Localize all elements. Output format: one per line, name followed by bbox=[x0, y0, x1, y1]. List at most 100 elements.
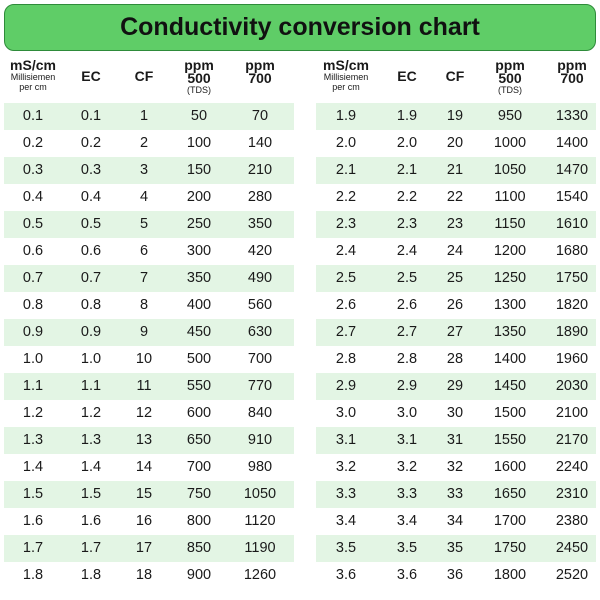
cell-cf: 4 bbox=[139, 189, 149, 205]
cell-ms: 3.0 bbox=[335, 405, 357, 421]
cell-cf: 8 bbox=[139, 297, 149, 313]
table-row: 3.6 3.6 36 1800 2520 bbox=[316, 562, 596, 589]
cell-ppm500: 1600 bbox=[493, 459, 527, 475]
cell-cf: 35 bbox=[446, 540, 464, 556]
cell-ppm700: 1890 bbox=[555, 324, 589, 340]
cell-ppm700: 2100 bbox=[555, 405, 589, 421]
table-row: 3.4 3.4 34 1700 2380 bbox=[316, 508, 596, 535]
cell-ppm700: 1330 bbox=[555, 108, 589, 124]
cell-ec: 1.5 bbox=[80, 486, 102, 502]
table-row: 0.3 0.3 3 150 210 bbox=[4, 157, 294, 184]
cell-ppm700: 1120 bbox=[244, 513, 276, 529]
cell-cf: 22 bbox=[446, 189, 464, 205]
cell-ec: 2.8 bbox=[396, 351, 418, 367]
cell-ms: 0.3 bbox=[22, 162, 44, 178]
cell-ppm500: 850 bbox=[186, 540, 212, 556]
cell-cf: 5 bbox=[139, 216, 149, 232]
cell-ms: 1.8 bbox=[22, 567, 44, 583]
table-row: 1.0 1.0 10 500 700 bbox=[4, 346, 294, 373]
cell-ec: 2.6 bbox=[396, 297, 418, 313]
cell-ms: 0.7 bbox=[22, 270, 44, 286]
cell-cf: 13 bbox=[135, 432, 153, 448]
cell-ppm500: 50 bbox=[190, 108, 208, 124]
cell-cf: 11 bbox=[136, 378, 152, 394]
cell-ms: 2.8 bbox=[335, 351, 357, 367]
table-row: 2.8 2.8 28 1400 1960 bbox=[316, 346, 596, 373]
cell-ppm700: 1400 bbox=[555, 135, 589, 151]
cell-ppm700: 2450 bbox=[555, 540, 589, 556]
cell-ms: 3.6 bbox=[335, 567, 357, 583]
cell-ppm700: 350 bbox=[247, 216, 273, 232]
header-ppm700-line1: ppm bbox=[557, 57, 587, 73]
cell-ppm500: 1700 bbox=[493, 513, 527, 529]
cell-ppm700: 1960 bbox=[555, 351, 589, 367]
cell-ppm700: 910 bbox=[247, 432, 273, 448]
table-row: 3.3 3.3 33 1650 2310 bbox=[316, 481, 596, 508]
header-cf: CF bbox=[120, 69, 168, 83]
table-row: 1.4 1.4 14 700 980 bbox=[4, 454, 294, 481]
table-row: 1.3 1.3 13 650 910 bbox=[4, 427, 294, 454]
cell-cf: 26 bbox=[446, 297, 464, 313]
cell-ec: 1.8 bbox=[80, 567, 102, 583]
cell-ms: 2.3 bbox=[335, 216, 357, 232]
cell-ms: 0.4 bbox=[22, 189, 44, 205]
cell-ms: 0.6 bbox=[22, 243, 44, 259]
cell-ppm500: 100 bbox=[186, 135, 212, 151]
cell-cf: 12 bbox=[135, 405, 153, 421]
cell-ppm700: 1610 bbox=[555, 216, 589, 232]
cell-ms: 3.3 bbox=[335, 486, 357, 502]
cell-cf: 33 bbox=[446, 486, 464, 502]
cell-ec: 1.6 bbox=[80, 513, 102, 529]
cell-ec: 1.2 bbox=[80, 405, 102, 421]
cell-ppm700: 2520 bbox=[555, 567, 589, 583]
cell-cf: 23 bbox=[446, 216, 464, 232]
table-row: 0.7 0.7 7 350 490 bbox=[4, 265, 294, 292]
header-ppm700-line2: 700 bbox=[560, 70, 584, 86]
cell-ec: 2.0 bbox=[396, 135, 418, 151]
cell-ec: 1.0 bbox=[80, 351, 102, 367]
left-table-body: 0.1 0.1 1 50 70 0.2 0.2 2 100 140 0.3 0.3 3 150 210 0.4… bbox=[4, 103, 294, 589]
header-ms: mS/cm Millisiemen per cm bbox=[4, 58, 62, 92]
cell-ppm500: 1200 bbox=[493, 243, 527, 259]
header-ppm500: ppm 500 (TDS) bbox=[168, 58, 230, 95]
table-row: 2.3 2.3 23 1150 1610 bbox=[316, 211, 596, 238]
cell-ms: 2.2 bbox=[335, 189, 357, 205]
table-row: 3.2 3.2 32 1600 2240 bbox=[316, 454, 596, 481]
cell-ms: 0.5 bbox=[22, 216, 44, 232]
cell-ppm500: 1150 bbox=[494, 216, 526, 232]
cell-ms: 2.6 bbox=[335, 297, 357, 313]
header-ppm700: ppm 700 bbox=[230, 58, 290, 85]
cell-ec: 1.7 bbox=[80, 540, 102, 556]
cell-ms: 1.9 bbox=[335, 108, 357, 124]
cell-cf: 30 bbox=[446, 405, 464, 421]
cell-ec: 2.1 bbox=[396, 162, 418, 178]
cell-ppm700: 700 bbox=[247, 351, 273, 367]
cell-ec: 2.9 bbox=[396, 378, 418, 394]
header-ms-sub1: Millisiemen bbox=[323, 72, 369, 82]
cell-ppm700: 280 bbox=[247, 189, 273, 205]
cell-ppm700: 2310 bbox=[555, 486, 589, 502]
table-row: 0.2 0.2 2 100 140 bbox=[4, 130, 294, 157]
table-row: 3.1 3.1 31 1550 2170 bbox=[316, 427, 596, 454]
header-ppm700: ppm 700 bbox=[548, 57, 596, 86]
cell-ppm500: 1300 bbox=[493, 297, 527, 313]
cell-ppm700: 1750 bbox=[555, 270, 589, 286]
cell-ppm500: 1350 bbox=[493, 324, 527, 340]
table-row: 0.5 0.5 5 250 350 bbox=[4, 211, 294, 238]
cell-ec: 1.3 bbox=[80, 432, 102, 448]
cell-ppm500: 650 bbox=[186, 432, 212, 448]
cell-cf: 19 bbox=[446, 108, 464, 124]
cell-ec: 0.8 bbox=[80, 297, 102, 313]
cell-ec: 2.2 bbox=[396, 189, 418, 205]
table-row: 0.6 0.6 6 300 420 bbox=[4, 238, 294, 265]
cell-ms: 1.3 bbox=[22, 432, 44, 448]
header-ppm500-sub: (TDS) bbox=[498, 85, 522, 95]
table-row: 2.7 2.7 27 1350 1890 bbox=[316, 319, 596, 346]
cell-ppm700: 490 bbox=[247, 270, 273, 286]
cell-cf: 34 bbox=[446, 513, 464, 529]
cell-ms: 3.2 bbox=[335, 459, 357, 475]
cell-cf: 6 bbox=[139, 243, 149, 259]
table-row: 1.1 1.1 11 550 770 bbox=[4, 373, 294, 400]
cell-cf: 16 bbox=[135, 513, 153, 529]
title-banner: Conductivity conversion chart bbox=[4, 4, 596, 51]
